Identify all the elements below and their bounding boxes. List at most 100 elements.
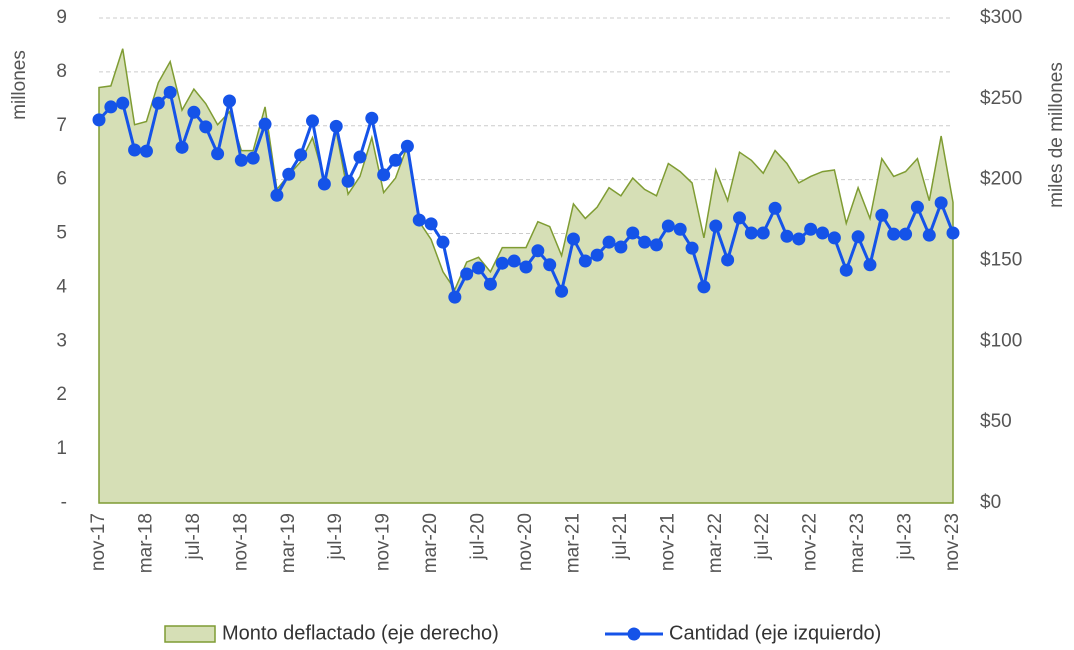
point	[590, 248, 604, 262]
x-tick-label: jul-20	[468, 513, 489, 560]
legend-label: Cantidad (eje izquierdo)	[669, 622, 881, 644]
point	[673, 222, 687, 236]
y2-axis-title: miles de millones	[1046, 62, 1067, 208]
y-tick-label: 2	[56, 384, 67, 405]
point	[721, 253, 735, 267]
x-tick-label: mar-21	[562, 513, 583, 573]
point	[400, 139, 414, 153]
point	[460, 267, 474, 281]
point	[163, 85, 177, 99]
point	[389, 153, 403, 167]
point	[377, 168, 391, 182]
y2-tick-label: $0	[980, 492, 1001, 513]
point	[128, 143, 142, 157]
point	[685, 241, 699, 255]
point	[566, 232, 580, 246]
point	[317, 177, 331, 191]
legend-swatch-marker	[627, 627, 641, 641]
y-tick-label: 3	[56, 330, 67, 351]
point	[211, 147, 225, 161]
point	[661, 219, 675, 233]
y2-tick-label: $300	[980, 7, 1022, 28]
point	[649, 238, 663, 252]
point	[851, 230, 865, 244]
x-tick-label: jul-23	[895, 513, 916, 560]
x-tick-label: jul-18	[183, 513, 204, 560]
point	[187, 105, 201, 119]
x-tick-label: nov-22	[800, 513, 821, 571]
y-tick-label: 5	[56, 223, 67, 244]
y-tick-label: 7	[56, 115, 67, 136]
y-tick-label: 9	[56, 7, 67, 28]
point	[602, 235, 616, 249]
x-tick-label: nov-19	[373, 513, 394, 571]
point	[816, 226, 830, 240]
point	[282, 167, 296, 181]
x-tick-label: mar-18	[135, 513, 156, 573]
x-tick-label: mar-19	[278, 513, 299, 573]
y-tick-label: -	[61, 492, 67, 513]
point	[294, 148, 308, 162]
point	[246, 151, 260, 165]
point	[436, 235, 450, 249]
point	[934, 196, 948, 210]
y2-tick-label: $150	[980, 250, 1022, 271]
y-tick-label: 1	[56, 438, 67, 459]
point	[709, 219, 723, 233]
point	[270, 188, 284, 202]
point	[531, 244, 545, 258]
y2-tick-label: $100	[980, 330, 1022, 351]
x-tick-label: nov-23	[942, 513, 963, 571]
point	[448, 290, 462, 304]
point	[614, 240, 628, 254]
point	[116, 96, 130, 110]
point	[863, 258, 877, 272]
point	[768, 201, 782, 215]
x-tick-label: jul-21	[610, 513, 631, 560]
y-tick-label: 6	[56, 169, 67, 190]
point	[756, 226, 770, 240]
point	[104, 100, 118, 114]
point	[543, 258, 557, 272]
point	[827, 231, 841, 245]
point	[365, 111, 379, 125]
point	[175, 140, 189, 154]
legend-swatch	[164, 625, 216, 643]
point	[341, 174, 355, 188]
point	[222, 94, 236, 108]
y-axis-title: millones	[9, 50, 30, 120]
point	[733, 211, 746, 225]
point	[151, 96, 165, 110]
point	[306, 114, 319, 128]
point	[697, 280, 711, 294]
y2-tick-label: $200	[980, 169, 1022, 190]
point	[258, 117, 272, 131]
point	[495, 256, 509, 270]
point	[626, 226, 640, 240]
legend-label: Monto deflactado (eje derecho)	[222, 622, 499, 644]
point	[92, 113, 106, 127]
x-tick-label: nov-20	[515, 513, 536, 571]
point	[839, 263, 853, 277]
point	[875, 208, 889, 222]
y2-tick-label: $250	[980, 88, 1022, 109]
point	[329, 119, 343, 133]
x-tick-label: mar-20	[420, 513, 441, 573]
point	[780, 229, 794, 243]
point	[910, 200, 924, 214]
point	[887, 227, 901, 241]
x-tick-label: nov-17	[88, 513, 109, 571]
y-tick-label: 8	[56, 61, 67, 82]
point	[804, 222, 818, 236]
point	[946, 226, 960, 240]
point	[199, 120, 213, 134]
point	[353, 150, 367, 164]
point	[234, 153, 248, 167]
point	[412, 213, 426, 227]
x-tick-label: nov-21	[657, 513, 678, 571]
point	[792, 232, 806, 246]
point	[519, 260, 533, 274]
x-tick-label: jul-19	[325, 513, 346, 560]
point	[744, 226, 758, 240]
